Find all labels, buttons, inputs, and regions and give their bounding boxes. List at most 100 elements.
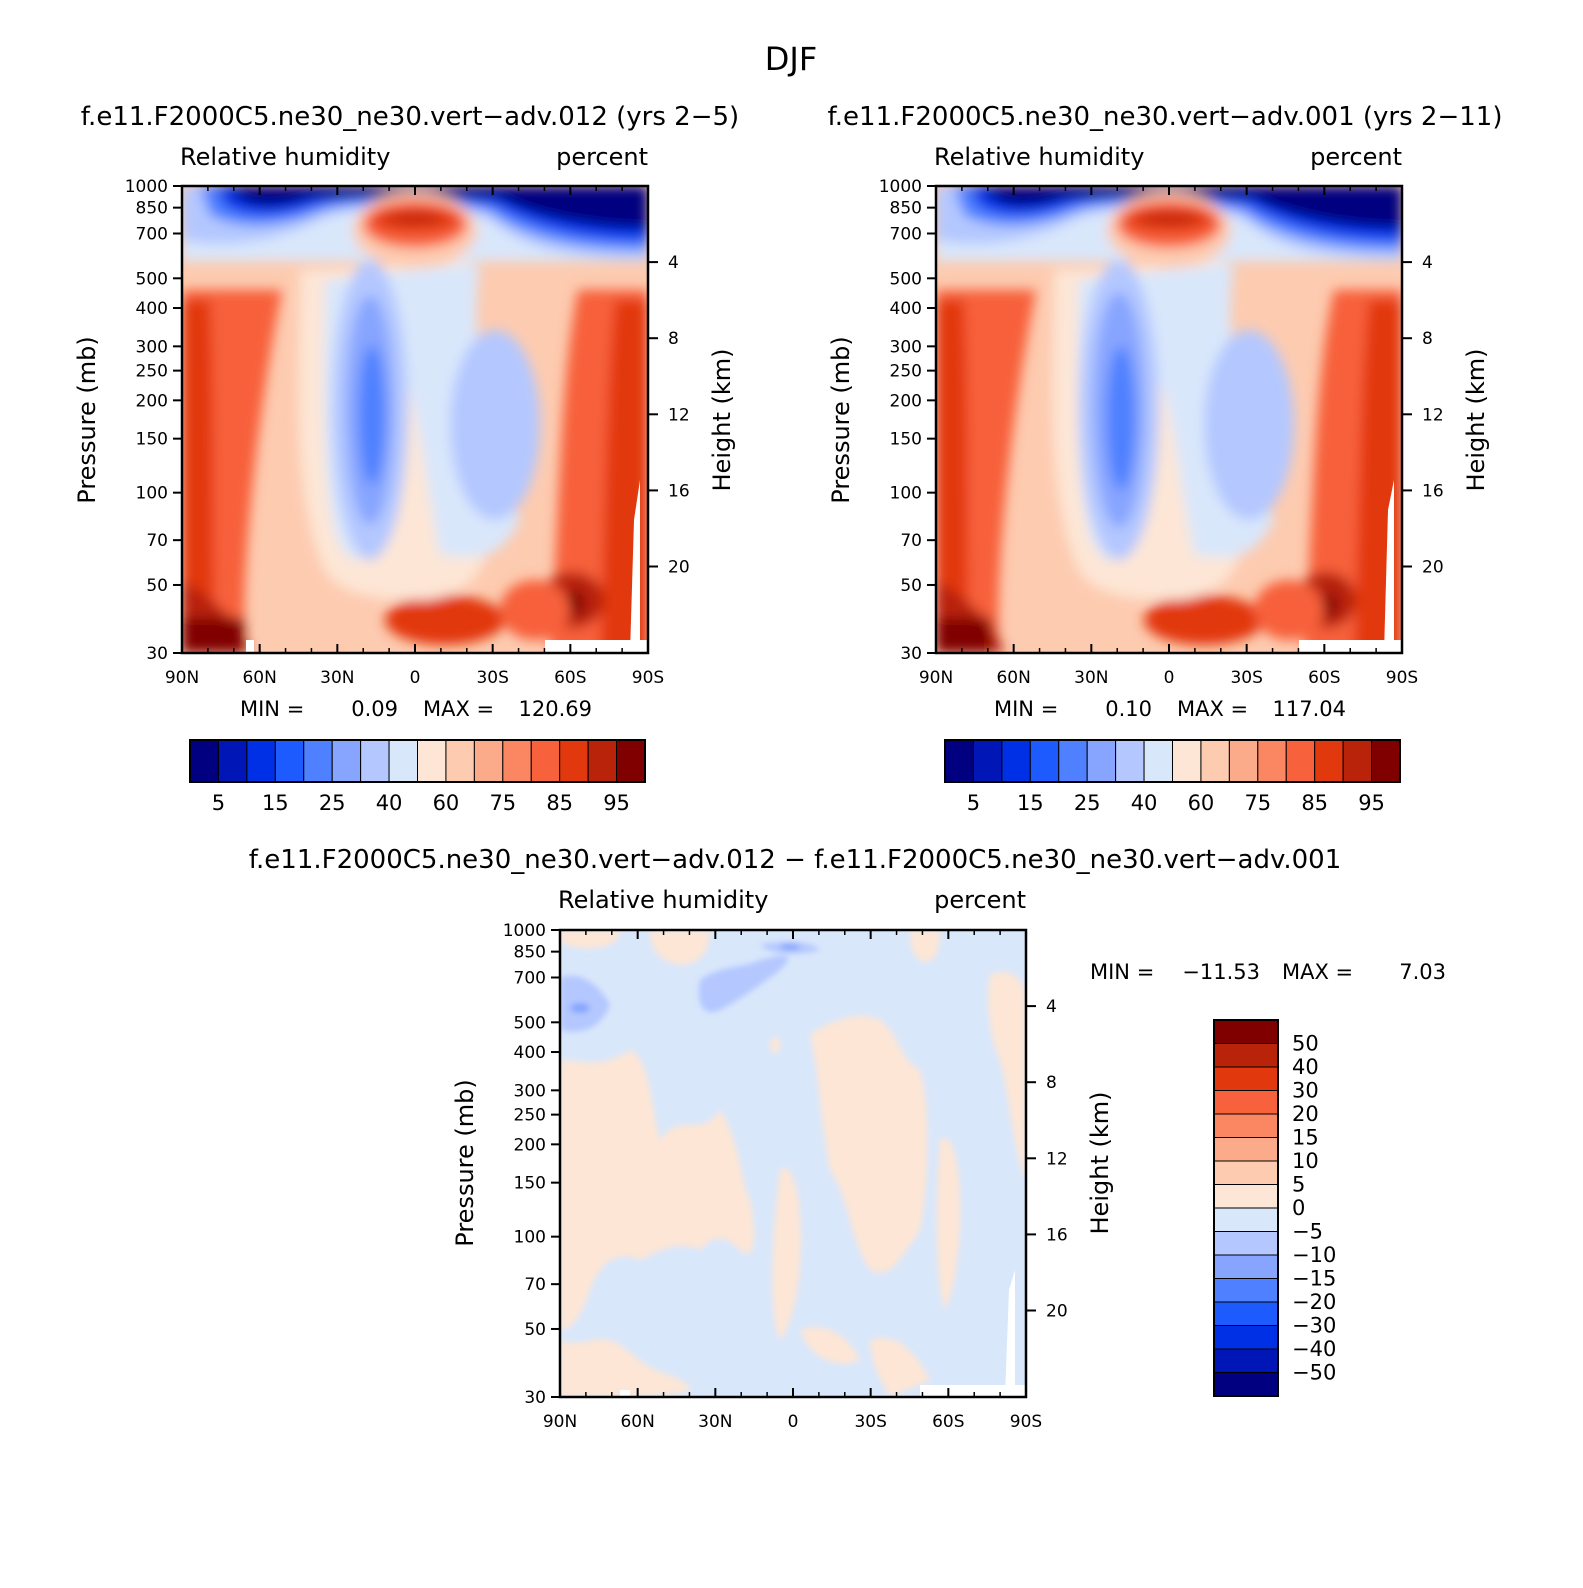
y-tick-label: 1000	[879, 177, 922, 197]
y-tick-label: 30	[524, 1388, 546, 1408]
colorbar-label: 10	[1292, 1149, 1319, 1173]
y2-tick-label: 8	[1046, 1073, 1057, 1093]
colorbar-label: −30	[1292, 1314, 1336, 1338]
y2-tick-label: 16	[668, 481, 690, 501]
y-tick-label: 300	[514, 1081, 546, 1101]
y-tick-label: 200	[136, 391, 168, 411]
x-tick-label: 90S	[1010, 1412, 1042, 1432]
x-tick-label: 30S	[1230, 668, 1262, 688]
y-tick-label: 1000	[125, 177, 168, 197]
y-tick-label: 1000	[503, 921, 546, 941]
panel-1-y2label: Height (km)	[708, 349, 736, 492]
colorbar-box	[360, 739, 390, 783]
colorbar-label: 95	[1358, 791, 1385, 815]
x-tick-label: 60N	[620, 1412, 654, 1432]
y2-tick-label: 8	[1422, 329, 1433, 349]
y-tick-label: 500	[136, 269, 168, 289]
x-tick-label: 90N	[919, 668, 953, 688]
colorbar-box	[1213, 1160, 1279, 1185]
y-tick-label: 30	[900, 644, 922, 664]
panel-3-max-label: MAX =	[1282, 960, 1353, 984]
y2-tick-label: 12	[668, 405, 690, 425]
colorbar-label: 5	[967, 791, 980, 815]
y-tick-label: 200	[890, 391, 922, 411]
x-tick-label: 90N	[543, 1412, 577, 1432]
colorbar-outline	[944, 739, 1401, 783]
colorbar-label: 30	[1292, 1079, 1319, 1103]
panel-3-left-label: Relative humidity	[558, 886, 768, 914]
colorbar-box	[1001, 739, 1031, 783]
y-tick-label: 850	[890, 199, 922, 219]
colorbar-label: 5	[1292, 1173, 1305, 1197]
colorbar-box	[1213, 1066, 1279, 1091]
colorbar-label: 25	[319, 791, 346, 815]
panel-2-max-value: 117.04	[1273, 697, 1346, 721]
y-tick-label: 150	[890, 430, 922, 450]
x-tick-label: 60S	[1308, 668, 1340, 688]
panel-3-field	[560, 930, 1026, 1397]
colorbar-box	[1213, 1113, 1279, 1138]
colorbar-box	[1213, 1137, 1279, 1162]
colorbar-label: 40	[376, 791, 403, 815]
colorbar-label: 25	[1074, 791, 1101, 815]
y-tick-label: 300	[890, 337, 922, 357]
y-tick-label: 400	[890, 299, 922, 319]
colorbar-label: 85	[1301, 791, 1328, 815]
colorbar-box	[1257, 739, 1287, 783]
colorbar-box	[1213, 1231, 1279, 1256]
panel-2-left-label: Relative humidity	[934, 143, 1144, 171]
panel-1-field	[182, 186, 648, 653]
x-tick-label: 0	[410, 668, 421, 688]
colorbar-label: 75	[489, 791, 516, 815]
panel-1-title: f.e11.F2000C5.ne30_ne30.vert−adv.012 (yr…	[81, 102, 739, 132]
colorbar-label: −40	[1292, 1337, 1336, 1361]
y-tick-label: 250	[514, 1106, 546, 1126]
colorbar-label: 0	[1292, 1196, 1305, 1220]
y-tick-label: 400	[136, 299, 168, 319]
colorbar-box	[1213, 1325, 1279, 1350]
colorbar-box	[303, 739, 333, 783]
panel-1-ticks: 90N 60N 30N 0 30S 60S 90S 30 50 70 100 150 200 250 300…	[125, 177, 690, 688]
colorbar-outline	[1213, 1019, 1279, 1397]
y-tick-label: 700	[136, 225, 168, 245]
panel-1-min-label: MIN =	[240, 697, 304, 721]
colorbar-box	[246, 739, 276, 783]
panel-3-max-value: 7.03	[1399, 960, 1446, 984]
colorbar-box	[559, 739, 589, 783]
panel-2-ylabel: Pressure (mb)	[827, 336, 855, 503]
colorbar-box	[1213, 1090, 1279, 1115]
colorbar-box	[1342, 739, 1373, 783]
panel-3-min-label: MIN =	[1090, 960, 1154, 984]
panel-3-right-label: percent	[934, 886, 1026, 914]
y-tick-label: 850	[136, 199, 168, 219]
x-tick-label: 30N	[1074, 668, 1108, 688]
x-tick-label: 60N	[996, 668, 1030, 688]
panel-2-ticks: 90N 60N 30N 0 30S 60S 90S 30 50 70 100 150 200 250 300…	[879, 177, 1444, 688]
y-tick-label: 700	[890, 225, 922, 245]
x-tick-label: 60N	[242, 668, 276, 688]
y-tick-label: 500	[514, 1013, 546, 1033]
y-tick-label: 200	[514, 1135, 546, 1155]
panel-2-max-label: MAX =	[1177, 697, 1248, 721]
panel-3-title: f.e11.F2000C5.ne30_ne30.vert−adv.012 − f…	[249, 845, 1341, 875]
panel-1: f.e11.F2000C5.ne30_ne30.vert−adv.012 (yr…	[73, 102, 739, 815]
colorbar-box	[388, 739, 418, 783]
x-tick-label: 0	[1164, 668, 1175, 688]
colorbar-box	[1228, 739, 1259, 783]
panel-3-y2label: Height (km)	[1086, 1092, 1114, 1235]
y-tick-label: 700	[514, 969, 546, 989]
panel-1-max-value: 120.69	[519, 697, 592, 721]
colorbar-box	[1213, 1207, 1279, 1232]
colorbar-label: −50	[1292, 1361, 1336, 1385]
y2-tick-label: 16	[1046, 1225, 1068, 1245]
y2-tick-label: 16	[1422, 481, 1444, 501]
colorbar-box	[616, 739, 646, 783]
colorbar-box	[445, 739, 475, 783]
colorbar-label: −15	[1292, 1267, 1336, 1291]
panel-3-min-value: −11.53	[1182, 960, 1260, 984]
y2-tick-label: 4	[668, 253, 679, 273]
colorbar-outline	[189, 739, 646, 783]
x-tick-label: 90S	[632, 668, 664, 688]
